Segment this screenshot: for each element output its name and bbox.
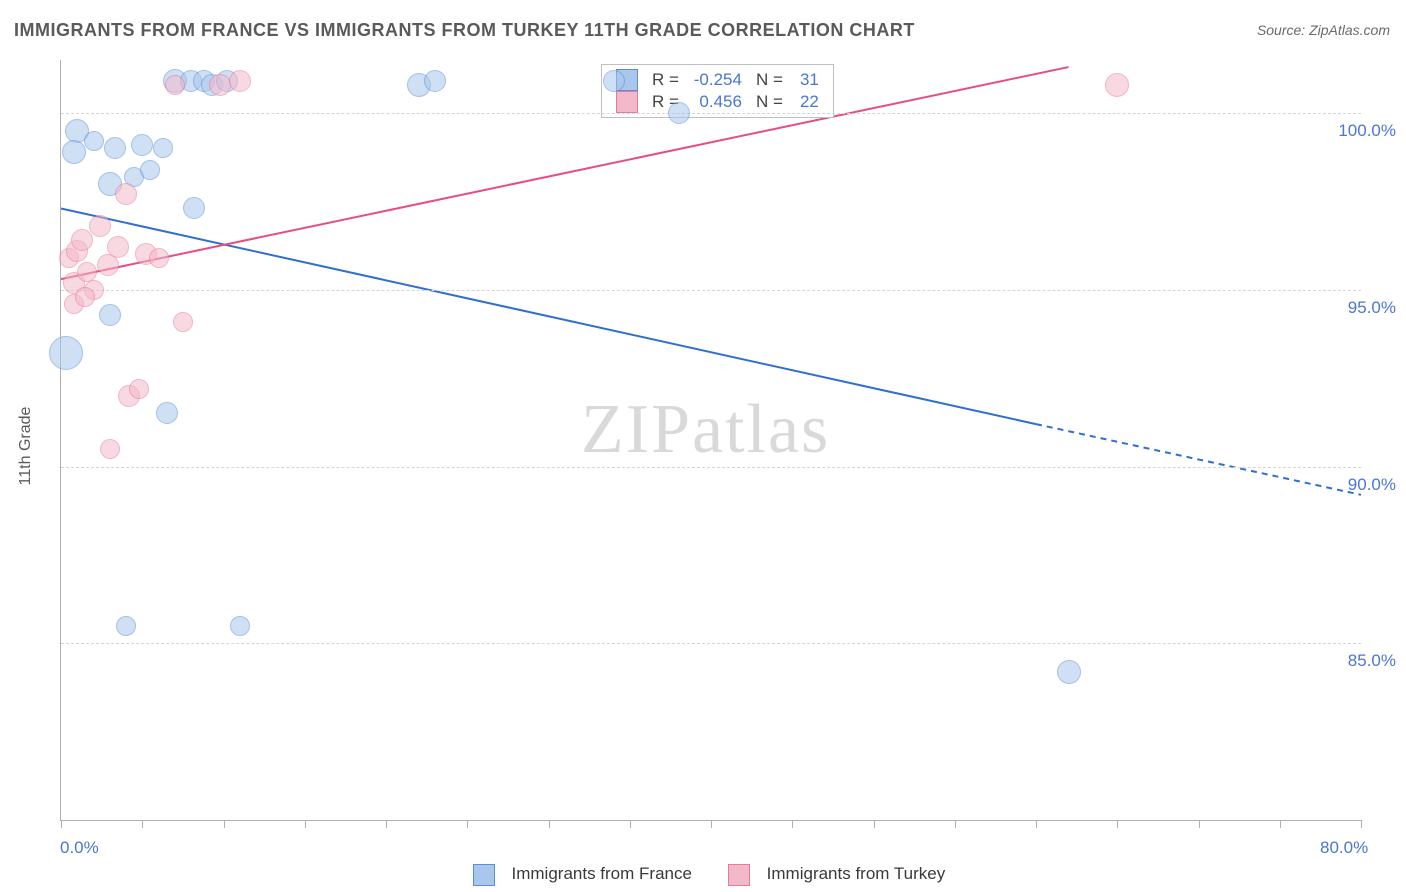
- data-bubble-turkey: [71, 229, 93, 251]
- x-tick: [142, 820, 143, 828]
- data-bubble-turkey: [173, 312, 193, 332]
- gridline: [61, 290, 1361, 291]
- y-tick-label: 95.0%: [1348, 298, 1396, 318]
- x-tick: [1117, 820, 1118, 828]
- data-bubble-france: [424, 70, 446, 92]
- y-tick-label: 90.0%: [1348, 475, 1396, 495]
- x-tick: [955, 820, 956, 828]
- data-bubble-turkey: [75, 287, 95, 307]
- x-tick: [630, 820, 631, 828]
- data-bubble-turkey: [165, 75, 185, 95]
- x-tick: [305, 820, 306, 828]
- series-legend: Immigrants from France Immigrants from T…: [0, 864, 1406, 886]
- data-bubble-turkey: [89, 215, 111, 237]
- data-bubble-france: [153, 138, 173, 158]
- data-bubble-france: [603, 70, 625, 92]
- data-bubble-france: [230, 616, 250, 636]
- data-bubble-turkey: [229, 70, 251, 92]
- x-tick-label: 0.0%: [60, 838, 99, 858]
- gridline: [61, 113, 1361, 114]
- x-tick: [792, 820, 793, 828]
- data-bubble-france: [156, 402, 178, 424]
- x-tick: [61, 820, 62, 828]
- data-bubble-france: [668, 102, 690, 124]
- x-tick: [874, 820, 875, 828]
- x-tick-label: 80.0%: [1320, 838, 1368, 858]
- data-bubble-france: [183, 197, 205, 219]
- gridline: [61, 467, 1361, 468]
- data-bubble-france: [99, 304, 121, 326]
- data-bubble-turkey: [107, 236, 129, 258]
- source-label: Source: ZipAtlas.com: [1257, 22, 1390, 38]
- correlation-legend: R =-0.254N =31R =0.456N =22: [601, 64, 834, 118]
- data-bubble-france: [116, 616, 136, 636]
- data-bubble-turkey: [1105, 73, 1129, 97]
- chart-title: IMMIGRANTS FROM FRANCE VS IMMIGRANTS FRO…: [14, 20, 915, 41]
- plot-area: ZIPatlas R =-0.254N =31R =0.456N =22: [60, 60, 1361, 821]
- y-tick-label: 100.0%: [1338, 121, 1396, 141]
- data-bubble-france: [62, 140, 86, 164]
- data-bubble-turkey: [115, 183, 137, 205]
- data-bubble-turkey: [129, 379, 149, 399]
- watermark: ZIPatlas: [581, 390, 830, 470]
- x-tick: [549, 820, 550, 828]
- x-tick: [467, 820, 468, 828]
- data-bubble-turkey: [100, 439, 120, 459]
- data-bubble-france: [131, 134, 153, 156]
- x-tick: [1199, 820, 1200, 828]
- data-bubble-france: [1057, 660, 1081, 684]
- x-tick: [711, 820, 712, 828]
- data-bubble-france: [140, 160, 160, 180]
- trend-lines-layer: [61, 60, 1361, 820]
- data-bubble-france: [49, 336, 83, 370]
- x-tick: [224, 820, 225, 828]
- data-bubble-france: [104, 137, 126, 159]
- data-bubble-france: [84, 131, 104, 151]
- x-tick: [386, 820, 387, 828]
- y-axis-label: 11th Grade: [17, 407, 35, 486]
- data-bubble-turkey: [149, 248, 169, 268]
- x-tick: [1280, 820, 1281, 828]
- data-bubble-turkey: [209, 74, 231, 96]
- x-tick: [1361, 820, 1362, 828]
- x-tick: [1036, 820, 1037, 828]
- gridline: [61, 643, 1361, 644]
- y-tick-label: 85.0%: [1348, 651, 1396, 671]
